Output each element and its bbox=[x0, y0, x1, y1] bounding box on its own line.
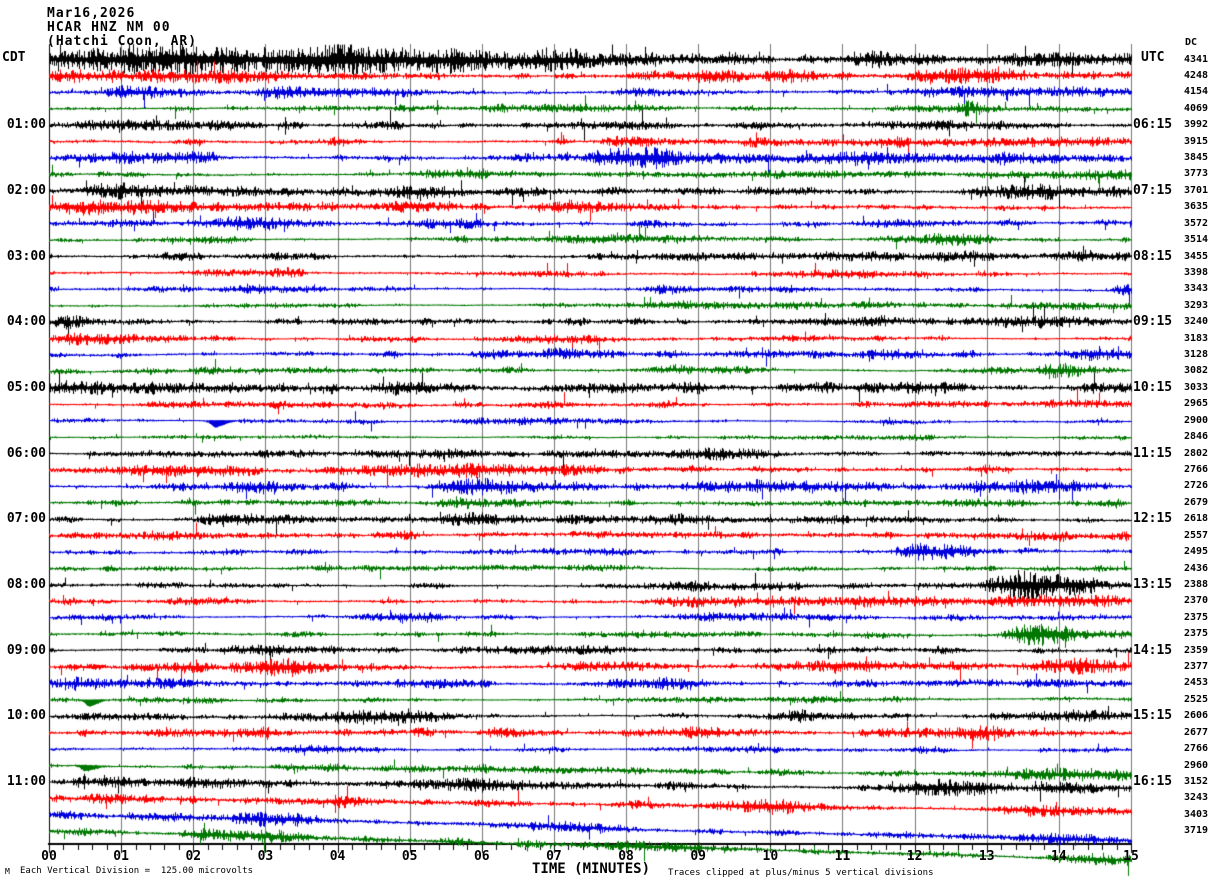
cdt-hour-label: 08:00 bbox=[6, 576, 46, 592]
dc-value: 2359 bbox=[1184, 644, 1209, 656]
dc-value: 4069 bbox=[1184, 102, 1209, 114]
dc-value: 2766 bbox=[1184, 464, 1209, 475]
dc-value: 2726 bbox=[1184, 480, 1209, 492]
dc-value: 2960 bbox=[1184, 759, 1209, 771]
station-code: HCAR HNZ NM 00 bbox=[47, 20, 171, 35]
minute-tick-label: 13 bbox=[978, 849, 995, 864]
utc-hour-label: 06:15 bbox=[1133, 117, 1173, 133]
dc-value: 3992 bbox=[1184, 119, 1209, 131]
dc-value: 2557 bbox=[1184, 529, 1209, 541]
dc-value: 3128 bbox=[1184, 349, 1209, 361]
dc-value: 2375 bbox=[1184, 628, 1209, 640]
dc-value: 3033 bbox=[1184, 381, 1209, 393]
plot-date: Mar16,2026 bbox=[47, 6, 136, 21]
cdt-hour-label: 04:00 bbox=[6, 314, 46, 330]
minute-tick-label: 12 bbox=[906, 849, 923, 864]
dc-value: 2900 bbox=[1184, 414, 1209, 426]
dc-value: 2377 bbox=[1184, 661, 1209, 673]
minute-tick-label: 02 bbox=[185, 849, 202, 864]
clipping-note: Traces clipped at plus/minus 5 vertical … bbox=[668, 868, 934, 878]
watermark-glyph: M bbox=[5, 867, 10, 876]
dc-column-label: DC bbox=[1185, 37, 1198, 48]
dc-value: 2370 bbox=[1184, 595, 1209, 607]
dc-value: 2618 bbox=[1184, 513, 1209, 525]
minute-tick-label: 15 bbox=[1123, 849, 1139, 864]
dc-value: 4341 bbox=[1184, 53, 1209, 65]
dc-value: 2606 bbox=[1184, 710, 1209, 722]
minute-tick-label: 00 bbox=[41, 849, 57, 864]
cdt-hour-label: 01:00 bbox=[6, 117, 46, 133]
dc-value: 3773 bbox=[1184, 168, 1209, 180]
dc-value: 4248 bbox=[1184, 69, 1209, 81]
cdt-hour-label: 07:00 bbox=[6, 511, 46, 527]
dc-value: 2802 bbox=[1184, 447, 1209, 459]
dc-value: 3398 bbox=[1184, 266, 1209, 278]
utc-hour-label: 11:15 bbox=[1133, 445, 1173, 461]
left-timezone-label: CDT bbox=[2, 50, 26, 65]
minute-tick-label: 09 bbox=[690, 849, 707, 864]
utc-hour-label: 09:15 bbox=[1133, 314, 1173, 330]
minute-tick-label: 04 bbox=[329, 849, 346, 864]
utc-hour-label: 12:15 bbox=[1133, 511, 1173, 527]
dc-value: 3082 bbox=[1184, 365, 1209, 377]
dc-value: 2436 bbox=[1184, 562, 1209, 574]
dc-value: 2677 bbox=[1184, 726, 1209, 738]
dc-value: 2375 bbox=[1184, 611, 1209, 623]
dc-value: 2846 bbox=[1184, 431, 1209, 443]
utc-hour-label: 10:15 bbox=[1133, 379, 1173, 395]
dc-value: 3455 bbox=[1184, 250, 1209, 262]
minute-tick-label: 06 bbox=[473, 849, 490, 864]
cdt-hour-label: 05:00 bbox=[6, 379, 46, 395]
x-axis-title: TIME (MINUTES) bbox=[531, 861, 651, 877]
cdt-hour-label: 10:00 bbox=[6, 708, 46, 724]
dc-value: 3514 bbox=[1184, 234, 1209, 246]
utc-hour-label: 13:15 bbox=[1133, 576, 1173, 592]
minute-tick-label: 03 bbox=[257, 849, 274, 864]
dc-value: 2388 bbox=[1184, 578, 1209, 590]
utc-hour-label: 14:15 bbox=[1133, 642, 1173, 658]
dc-value: 2679 bbox=[1184, 496, 1209, 508]
utc-hour-label: 08:15 bbox=[1133, 248, 1173, 264]
dc-value: 4154 bbox=[1184, 86, 1209, 98]
minute-tick-label: 08 bbox=[618, 849, 634, 864]
dc-value: 3719 bbox=[1184, 825, 1209, 837]
cdt-hour-label: 09:00 bbox=[6, 642, 46, 658]
cdt-hour-label: 11:00 bbox=[6, 773, 46, 789]
dc-value: 3845 bbox=[1184, 152, 1209, 164]
dc-value: 3243 bbox=[1184, 792, 1209, 804]
dc-value: 2766 bbox=[1184, 743, 1209, 755]
minute-tick-label: 10 bbox=[762, 849, 779, 864]
dc-value: 3572 bbox=[1184, 217, 1209, 229]
utc-hour-label: 15:15 bbox=[1133, 708, 1173, 724]
dc-value: 2965 bbox=[1184, 398, 1209, 410]
dc-value: 2525 bbox=[1184, 693, 1209, 705]
minute-tick-label: 01 bbox=[113, 849, 129, 864]
utc-hour-label: 07:15 bbox=[1133, 182, 1173, 198]
cdt-hour-label: 02:00 bbox=[6, 182, 46, 198]
dc-value: 3152 bbox=[1184, 775, 1209, 787]
dc-value: 3915 bbox=[1184, 135, 1209, 147]
minute-tick-label: 05 bbox=[401, 849, 418, 864]
dc-value: 3403 bbox=[1184, 808, 1209, 820]
dc-value: 3293 bbox=[1184, 299, 1209, 311]
cdt-hour-label: 06:00 bbox=[6, 445, 46, 461]
station-location: (Hatchi Coon, AR) bbox=[47, 34, 198, 49]
minute-tick-label: 14 bbox=[1051, 849, 1067, 864]
dc-value: 3183 bbox=[1184, 332, 1209, 344]
dc-value: 3343 bbox=[1184, 283, 1209, 295]
cdt-hour-label: 03:00 bbox=[6, 248, 46, 264]
right-timezone-label: UTC bbox=[1141, 50, 1165, 65]
dc-value: 3240 bbox=[1184, 316, 1209, 328]
dc-value: 2495 bbox=[1184, 546, 1209, 558]
dc-value: 3701 bbox=[1184, 184, 1209, 196]
minute-tick-label: 11 bbox=[834, 849, 851, 864]
utc-hour-label: 16:15 bbox=[1133, 773, 1173, 789]
dc-value: 3635 bbox=[1184, 201, 1209, 213]
dc-value: 2453 bbox=[1184, 677, 1209, 689]
minute-tick-label: 07 bbox=[546, 849, 562, 864]
vertical-scale-note: Each Vertical Division = 125.00 microvol… bbox=[20, 866, 253, 876]
